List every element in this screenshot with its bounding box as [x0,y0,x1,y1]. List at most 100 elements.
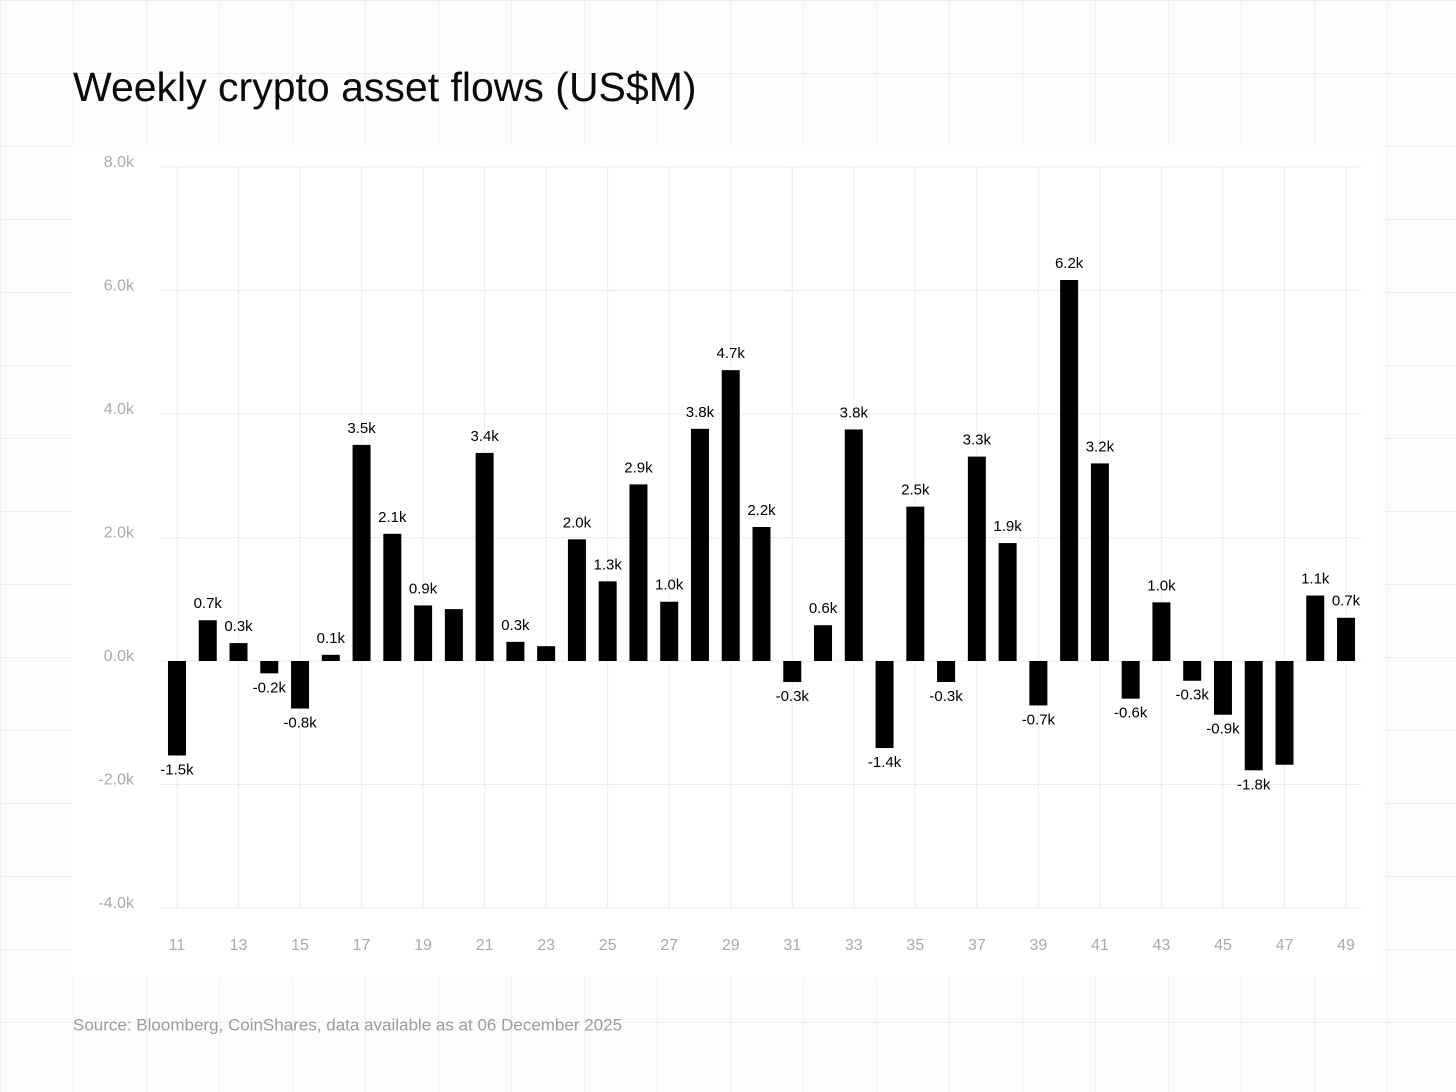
data-label: 0.3k [224,618,253,635]
bar [383,533,402,661]
bar [414,605,433,661]
data-label: 0.3k [501,617,530,634]
bar [229,643,248,661]
bar [1060,280,1079,661]
y-tick-label: 8.0k [104,154,135,171]
y-tick-label: 0.0k [104,648,135,665]
data-label: -0.2k [253,679,287,696]
x-tick-label: 21 [476,937,494,954]
y-tick-label: -4.0k [98,895,135,912]
bar [506,641,525,661]
bar [937,661,956,682]
y-tick-label: 6.0k [104,278,135,295]
data-label: 2.5k [901,482,930,499]
bar [1029,661,1048,706]
data-label: -1.4k [868,754,902,771]
bar [1213,661,1232,715]
data-label: 1.9k [993,518,1022,535]
data-label: 4.7k [717,345,746,362]
data-label: 0.7k [1332,593,1361,610]
bar [1090,463,1109,661]
data-label: 1.1k [1301,571,1330,588]
bar [260,661,279,674]
bar [1121,661,1140,699]
data-label: 0.6k [809,600,838,617]
data-label: 3.8k [840,404,869,421]
x-tick-label: 47 [1276,937,1294,954]
data-label: 1.0k [1147,577,1176,594]
bar [752,527,771,661]
bar [1275,661,1294,765]
y-tick-label: 2.0k [104,525,135,542]
y-tick-label: -2.0k [98,772,135,789]
data-label: 2.0k [563,514,592,531]
data-label: -0.3k [929,688,963,705]
data-label: 1.0k [655,577,684,594]
bar [567,539,586,661]
data-label: 1.3k [593,556,622,573]
bar [291,661,310,709]
data-label: -0.3k [1176,687,1210,704]
x-tick-label: 33 [845,937,863,954]
bar [875,661,894,749]
data-label: 0.7k [194,595,223,612]
x-tick-label: 13 [230,937,248,954]
bar [598,581,617,661]
x-tick-label: 19 [414,937,432,954]
bar [721,370,740,661]
bar [537,646,556,661]
data-label: -0.6k [1114,705,1148,722]
bar [629,484,648,661]
bar [1337,617,1356,661]
x-tick-label: 27 [660,937,678,954]
x-tick-label: 39 [1029,937,1047,954]
x-tick-label: 41 [1091,937,1109,954]
y-tick-label: 4.0k [104,401,135,418]
data-label: 6.2k [1055,255,1084,272]
data-label: 3.3k [963,432,992,449]
data-label: 3.4k [470,428,499,445]
bar [167,661,186,756]
data-label: -0.9k [1206,721,1240,738]
bar [1306,595,1325,661]
data-label: 3.8k [686,404,715,421]
data-label: 2.1k [378,509,407,526]
data-label: 0.1k [317,630,346,647]
bar [1152,602,1171,661]
bar [1183,661,1202,681]
x-tick-label: 37 [968,937,986,954]
data-label: -1.8k [1237,776,1271,793]
x-tick-label: 49 [1337,937,1355,954]
bar [475,452,494,661]
x-tick-label: 23 [537,937,555,954]
bar [690,428,709,661]
source-note: Source: Bloomberg, CoinShares, data avai… [73,1015,622,1034]
x-tick-label: 43 [1153,937,1171,954]
bar [967,456,986,661]
chart-title: Weekly crypto asset flows (US$M) [73,64,697,110]
bar [783,661,802,682]
x-tick-label: 31 [783,937,801,954]
bar [844,429,863,661]
bar [998,543,1017,661]
x-tick-label: 35 [906,937,924,954]
data-label: 3.2k [1086,438,1115,455]
bar [444,609,463,661]
x-tick-label: 25 [599,937,617,954]
x-tick-label: 11 [169,937,186,954]
x-tick-label: 15 [291,937,309,954]
data-label: -0.8k [283,715,317,732]
data-label: 3.5k [347,420,376,437]
data-label: 2.9k [624,459,653,476]
data-label: -0.3k [776,688,810,705]
bar [352,444,371,661]
data-label: -0.7k [1022,711,1056,728]
bar [1244,661,1263,771]
bar [814,625,833,661]
x-tick-label: 29 [722,937,740,954]
data-label: 0.9k [409,580,438,597]
bar [906,506,925,661]
x-tick-label: 45 [1214,937,1232,954]
